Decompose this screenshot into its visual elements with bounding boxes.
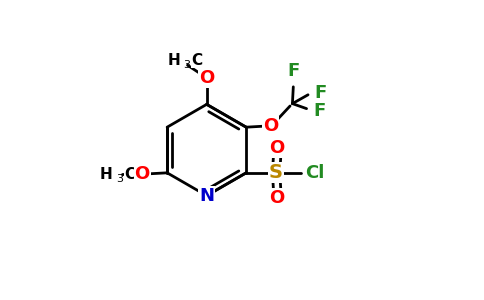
Text: C: C <box>124 167 136 182</box>
Text: S: S <box>269 163 283 182</box>
Text: N: N <box>199 187 214 205</box>
Text: F: F <box>313 102 325 120</box>
Text: O: O <box>199 69 214 87</box>
Text: H: H <box>100 167 113 182</box>
Text: O: O <box>269 139 284 157</box>
Text: Cl: Cl <box>305 164 324 182</box>
Text: 3: 3 <box>183 60 190 70</box>
Text: F: F <box>288 62 300 80</box>
Text: H: H <box>167 53 180 68</box>
Text: O: O <box>135 165 150 183</box>
Text: O: O <box>269 189 284 207</box>
Text: 3: 3 <box>116 174 123 184</box>
Text: C: C <box>191 53 202 68</box>
Text: F: F <box>315 84 327 102</box>
Text: O: O <box>263 117 278 135</box>
